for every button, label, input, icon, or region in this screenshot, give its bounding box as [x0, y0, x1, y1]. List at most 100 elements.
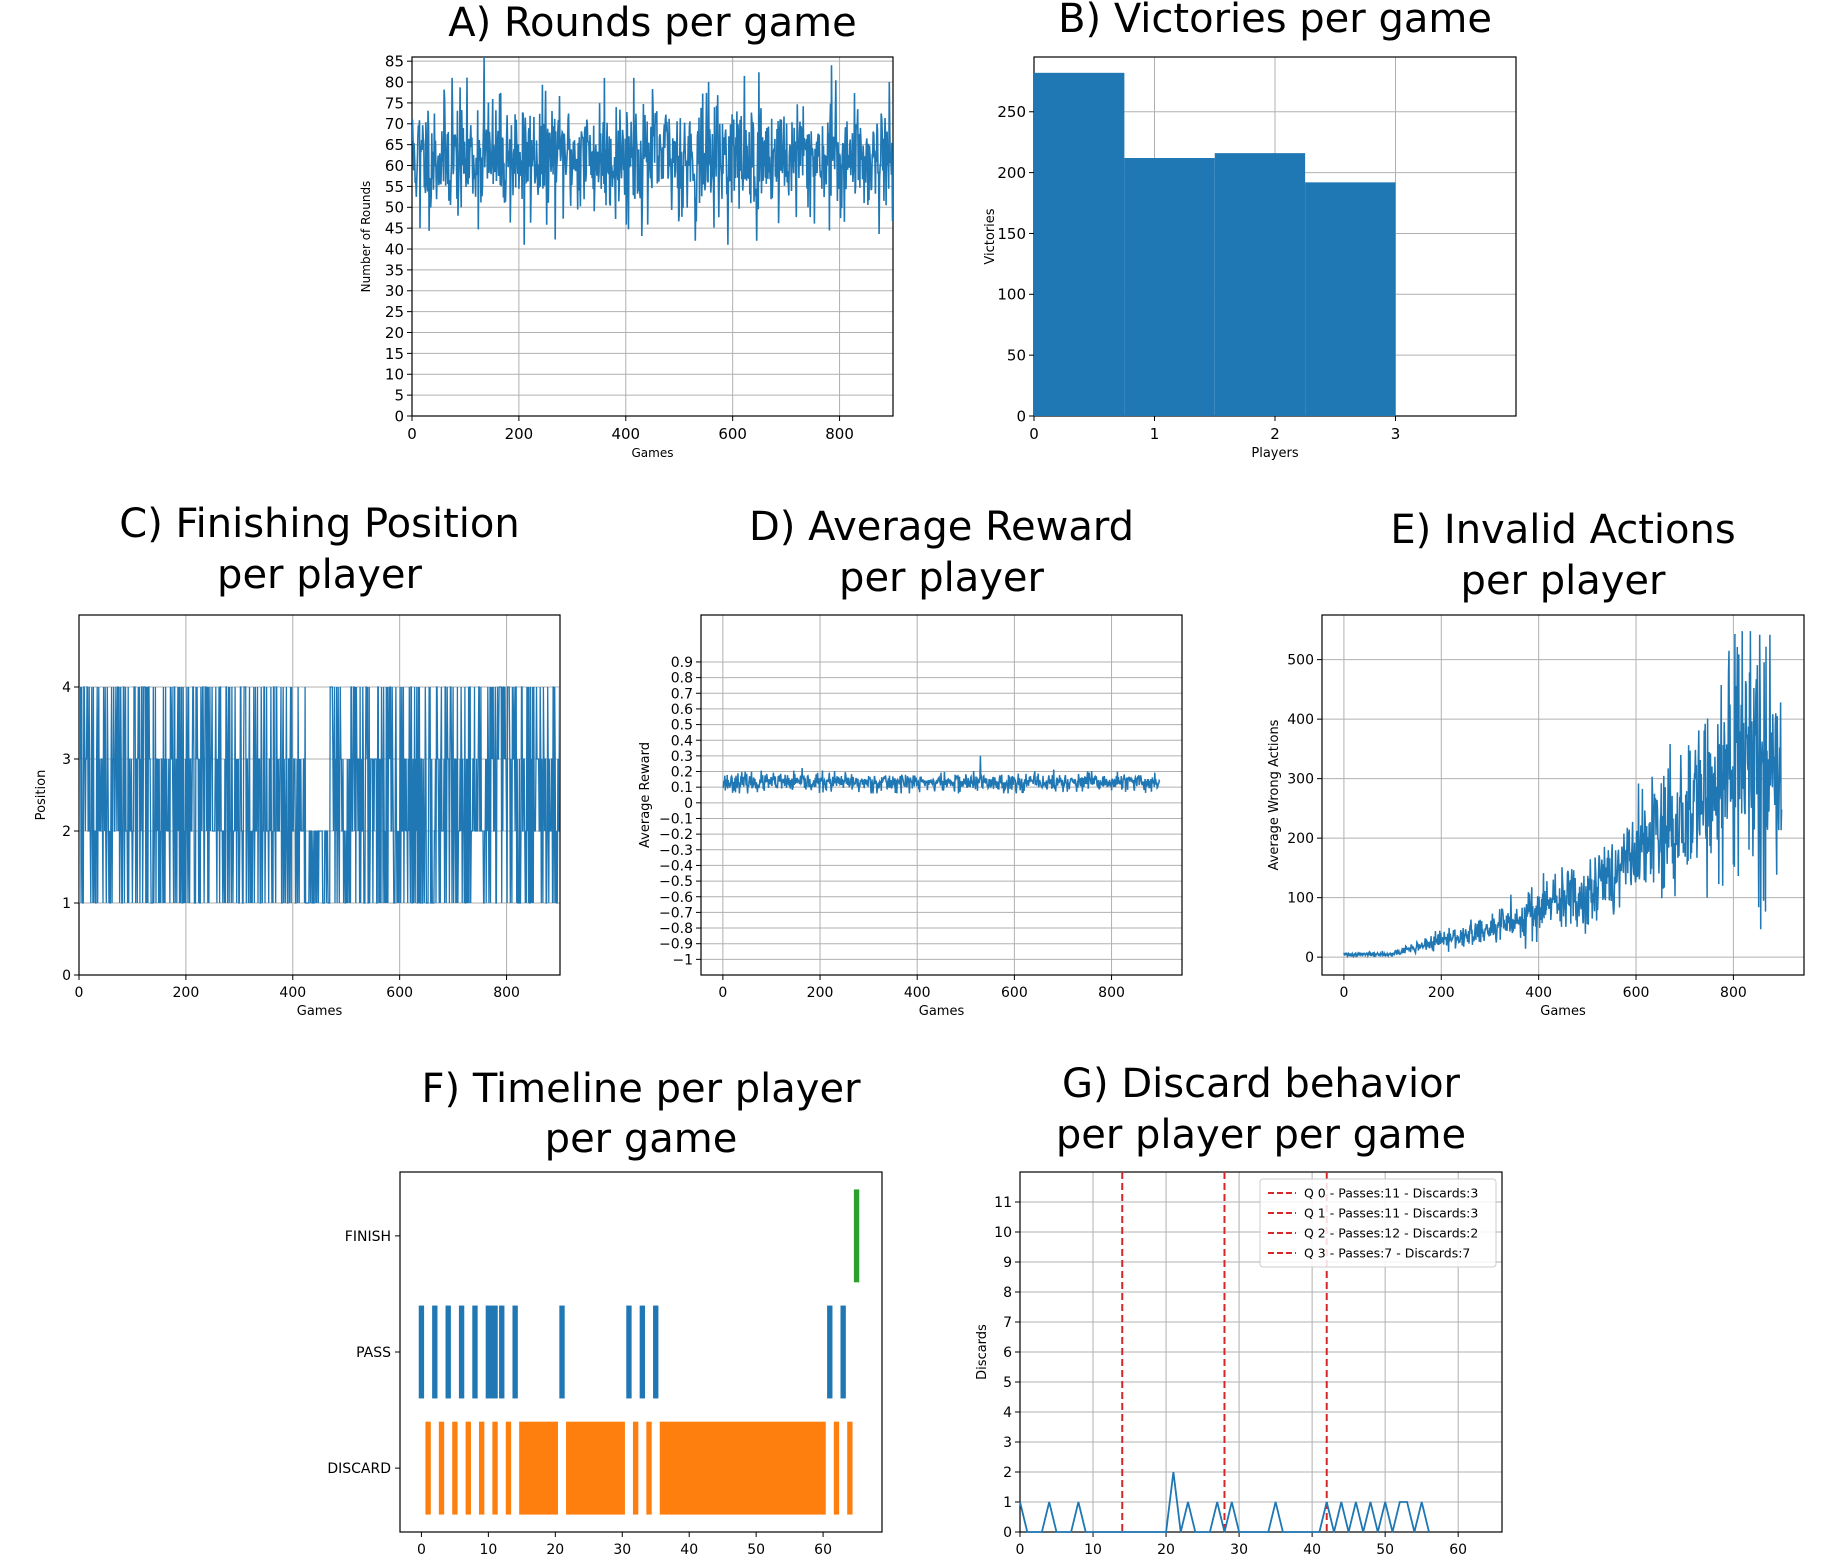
chart-title-line: A) Rounds per game [448, 0, 856, 46]
y-tick-label: 0.4 [671, 733, 693, 749]
y-tick-label: 100 [1287, 891, 1314, 907]
chart-title-line: per player [839, 555, 1044, 601]
x-tick-label: 800 [1720, 985, 1747, 1001]
y-tick-label: 0 [1016, 407, 1026, 425]
y-tick-label: 0.1 [671, 780, 693, 796]
y-tick-label: 1 [62, 896, 71, 912]
y-tick-label: 200 [997, 164, 1026, 182]
x-tick-label: 0 [75, 985, 84, 1001]
chart-title: F) Timeline per player per game [421, 1066, 861, 1162]
timeline-bar-pass [653, 1305, 659, 1399]
legend: Q 0 - Passes:11 - Discards:3 Q 1 - Passes… [1259, 1178, 1497, 1268]
chart-rounds-per-game: A) Rounds per game 0 200 400 600 800 0 5 10 15 20 2… [359, 0, 894, 460]
timeline-bar-discard [646, 1421, 652, 1515]
x-tick-label: 800 [1098, 985, 1125, 1001]
y-tick-label: DISCARD [327, 1461, 391, 1477]
y-tick-label: 250 [997, 103, 1026, 121]
timeline-bar-discard [566, 1421, 625, 1515]
x-tick-label: 50 [1376, 1542, 1394, 1558]
timeline-bar-pass [418, 1305, 425, 1399]
y-tick-label: 4 [62, 680, 71, 696]
timeline-bar-discard [452, 1421, 458, 1515]
chart-title-line: E) Invalid Actions [1390, 507, 1735, 553]
chart-title-line: B) Victories per game [1058, 0, 1492, 42]
x-tick-label: 200 [173, 985, 200, 1001]
y-tick-label: 15 [385, 345, 404, 363]
bar-victories [1034, 72, 1125, 416]
y-tick-label: 1 [1003, 1495, 1012, 1511]
y-tick-label: 9 [1003, 1255, 1012, 1271]
legend-entry: Q 3 - Passes:7 - Discards:7 [1304, 1246, 1470, 1261]
chart-timeline: F) Timeline per player per game 0 10 20 30 40 5… [327, 1066, 883, 1558]
y-tick-label: 2 [1003, 1465, 1012, 1481]
y-tick-label: 60 [385, 157, 404, 175]
chart-title: A) Rounds per game [448, 0, 856, 46]
plot-frame [411, 56, 894, 417]
x-tick-label: 60 [814, 1542, 832, 1558]
y-tick-label: 20 [385, 324, 404, 342]
x-tick-label: 0 [1016, 1542, 1025, 1558]
bar-victories [1214, 153, 1306, 416]
x-axis-label: Games [919, 1004, 965, 1019]
chart-title-line: per player per game [1056, 1112, 1466, 1158]
x-tick-label: 600 [1623, 985, 1650, 1001]
y-tick-label: 0.7 [671, 686, 693, 702]
y-tick-label: 30 [385, 282, 404, 300]
timeline-bar-pass [499, 1305, 505, 1399]
x-tick-label: 20 [1157, 1542, 1175, 1558]
timeline-bar-discard [438, 1421, 445, 1515]
x-tick-label: 200 [1428, 985, 1455, 1001]
timeline-bar-pass [458, 1305, 465, 1399]
y-tick-label: 8 [1003, 1285, 1012, 1301]
y-tick-label: 200 [1287, 831, 1314, 847]
chart-title-line: F) Timeline per player [421, 1066, 861, 1112]
y-tick-label: 2 [62, 824, 71, 840]
y-tick-label: −0.7 [659, 905, 693, 921]
y-tick-label: 0.3 [671, 749, 693, 765]
y-tick-label: 55 [385, 178, 404, 196]
timeline-bar-discard [632, 1421, 639, 1515]
timeline-bar-discard [478, 1421, 485, 1515]
legend-entry: Q 2 - Passes:12 - Discards:2 [1304, 1226, 1478, 1241]
bar-victories [1305, 182, 1396, 416]
y-tick-label: 70 [385, 115, 404, 133]
timeline-bar-discard [465, 1421, 471, 1515]
x-tick-label: 20 [546, 1542, 564, 1558]
timeline-bar-pass [639, 1305, 646, 1399]
y-axis-label: Discards [975, 1324, 990, 1380]
x-tick-label: 200 [505, 425, 534, 443]
series-line-position [79, 686, 560, 904]
x-axis-label: Players [1251, 446, 1298, 461]
y-tick-label: 150 [997, 225, 1026, 243]
y-tick-label: 65 [385, 136, 404, 154]
x-tick-label: 30 [1230, 1542, 1248, 1558]
timeline-bar-discard [847, 1421, 853, 1515]
y-tick-label: 35 [385, 261, 404, 279]
y-tick-label: −1 [672, 952, 693, 968]
timeline-bar-pass [840, 1305, 846, 1399]
plot-frame [399, 1171, 883, 1533]
x-tick-label: 2 [1270, 425, 1280, 443]
x-tick-label: 30 [613, 1542, 631, 1558]
y-tick-label: −0.5 [659, 874, 693, 890]
y-tick-label: 400 [1287, 712, 1314, 728]
y-tick-label: −0.9 [659, 937, 693, 953]
y-tick-label: 40 [385, 240, 404, 258]
x-tick-label: 600 [718, 425, 747, 443]
x-tick-label: 50 [747, 1542, 765, 1558]
y-tick-label: 5 [1003, 1375, 1012, 1391]
timeline-bar-discard [659, 1421, 826, 1515]
x-tick-label: 200 [807, 985, 834, 1001]
timeline-bar-pass [559, 1305, 565, 1399]
timeline-bar-pass [626, 1305, 632, 1399]
timeline-bar-pass [472, 1305, 478, 1399]
y-tick-label: 3 [62, 752, 71, 768]
x-tick-label: 400 [279, 985, 306, 1001]
y-tick-label: 0.5 [671, 718, 693, 734]
timeline-bar-pass [445, 1305, 451, 1399]
x-tick-label: 400 [611, 425, 640, 443]
y-tick-label: 0 [1305, 950, 1314, 966]
chart-title: B) Victories per game [1058, 0, 1492, 42]
chart-title: C) Finishing Position per player [119, 501, 519, 598]
y-tick-label: 3 [1003, 1435, 1012, 1451]
